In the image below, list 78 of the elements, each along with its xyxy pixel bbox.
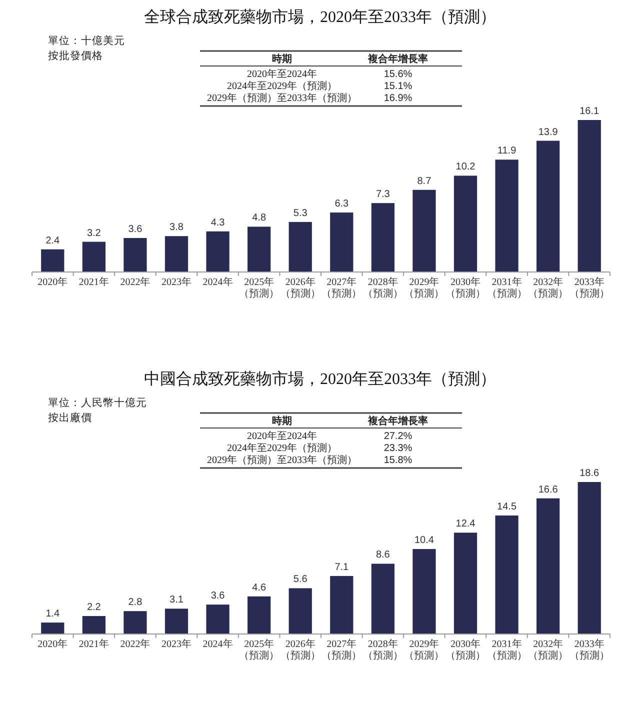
annotation: 單位：十億美元: [48, 36, 125, 47]
title: 中國合成致死藥物市場，2020年至2033年（預測）: [144, 371, 496, 388]
data-label: 11.9: [497, 146, 516, 157]
table-header: 時期: [272, 416, 292, 427]
x-tick: 2025年（預測）: [239, 639, 280, 662]
title: 全球合成致死藥物市場，2020年至2033年（預測）: [144, 9, 496, 26]
table-header: 複合年增長率: [368, 54, 428, 65]
x-tick: 2020年: [38, 639, 68, 650]
data-label: 8.7: [417, 176, 432, 187]
table-cell: 23.3%: [384, 443, 412, 454]
x-tick: 2032年（預測）: [528, 639, 568, 662]
x-tick: 2029年（預測）: [404, 277, 444, 300]
x-tick: 2027年（預測）: [322, 277, 362, 300]
data-label: 3.6: [210, 590, 225, 602]
x-tick: 2027年（預測）: [322, 639, 362, 662]
x-tick: 2025年（預測）: [239, 277, 280, 300]
annotation: 按出廠價: [48, 413, 92, 424]
data-label: 8.6: [376, 550, 390, 561]
x-tick: 2023年: [162, 639, 192, 650]
x-tick: 2030年（預測）: [446, 639, 486, 662]
table-header: 時期: [272, 54, 292, 65]
data-label: 7.1: [334, 562, 349, 573]
data-label: 12.4: [456, 518, 476, 530]
x-tick: 2028年（預測）: [362, 277, 403, 300]
x-tick: 2024年: [202, 277, 233, 288]
data-label: 4.6: [252, 582, 266, 594]
table-cell: 2020年至2024年: [247, 69, 317, 80]
x-tick: 2032年（預測）: [528, 277, 568, 300]
table-cell: 2029年（預測）至2033年（預測）: [207, 93, 357, 104]
data-label: 18.6: [580, 468, 600, 479]
data-label: 16.1: [580, 106, 600, 117]
data-label: 14.5: [497, 502, 517, 512]
x-tick: 2023年: [162, 277, 192, 288]
data-label: 5.6: [293, 574, 308, 586]
data-label: 10.4: [414, 535, 434, 546]
table-cell: 2029年（預測）至2033年（預測）: [207, 455, 357, 466]
data-label: 3.2: [86, 228, 101, 239]
data-label: 4.8: [252, 212, 266, 224]
x-tick: 2021年: [78, 639, 109, 650]
x-tick: 2031年（預測）: [486, 277, 527, 300]
data-label: 2.2: [86, 602, 101, 614]
table-cell: 15.6%: [384, 69, 412, 80]
x-tick: 2033年（預測）: [569, 277, 610, 300]
x-tick: 2021年: [78, 277, 109, 288]
x-tick: 2022年: [120, 639, 150, 650]
data-label: 2.4: [46, 235, 60, 246]
data-label: 6.3: [334, 198, 349, 210]
data-label: 10.2: [456, 162, 476, 173]
x-tick: 2033年（預測）: [569, 639, 610, 662]
table-header: 複合年增長率: [368, 416, 428, 427]
annotation: 按批發價格: [48, 51, 103, 62]
data-label: 3.1: [170, 594, 184, 606]
x-tick: 2029年（預測）: [404, 639, 444, 662]
table-cell: 2020年至2024年: [247, 431, 317, 442]
x-tick: 2020年: [38, 277, 68, 288]
data-label: 16.6: [538, 484, 558, 496]
data-label: 4.3: [210, 217, 225, 228]
x-tick: 2026年（預測）: [280, 277, 320, 300]
table-cell: 2024年至2029年（預測）: [227, 443, 337, 454]
table-cell: 2024年至2029年（預測）: [227, 81, 337, 92]
data-label: 13.9: [538, 126, 558, 138]
x-tick: 2026年（預測）: [280, 639, 320, 662]
data-label: 5.3: [293, 208, 308, 219]
table-cell: 27.2%: [384, 431, 412, 442]
x-tick: 2030年（預測）: [446, 277, 486, 300]
table-cell: 16.9%: [384, 93, 412, 104]
x-tick: 2024年: [202, 639, 233, 650]
table-cell: 15.8%: [384, 455, 412, 466]
table-cell: 15.1%: [384, 81, 412, 92]
data-label: 3.6: [128, 224, 142, 235]
data-label: 2.8: [128, 597, 142, 608]
x-tick: 2028年（預測）: [362, 639, 403, 662]
data-label: 3.8: [170, 222, 184, 234]
annotation: 單位：人民幣十億元: [48, 398, 147, 409]
x-tick: 2022年: [120, 277, 150, 288]
data-label: 7.3: [376, 189, 390, 200]
x-tick: 2031年（預測）: [486, 639, 527, 662]
data-label: 1.4: [46, 608, 60, 620]
